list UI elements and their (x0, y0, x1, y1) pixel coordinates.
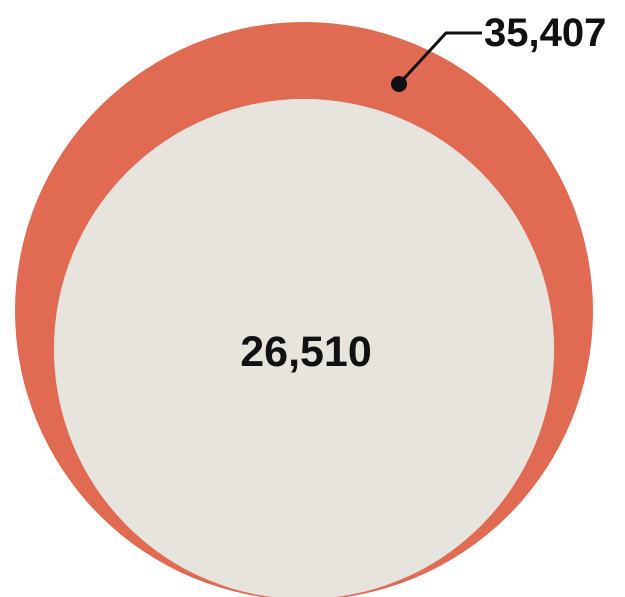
inner-circle-26510 (53, 98, 555, 597)
outer-value-label: 35,407 (484, 11, 606, 55)
inner-value-label: 26,510 (240, 328, 372, 376)
outer-value-leader-dot (391, 76, 407, 92)
outer-value-leader-line (397, 31, 482, 86)
